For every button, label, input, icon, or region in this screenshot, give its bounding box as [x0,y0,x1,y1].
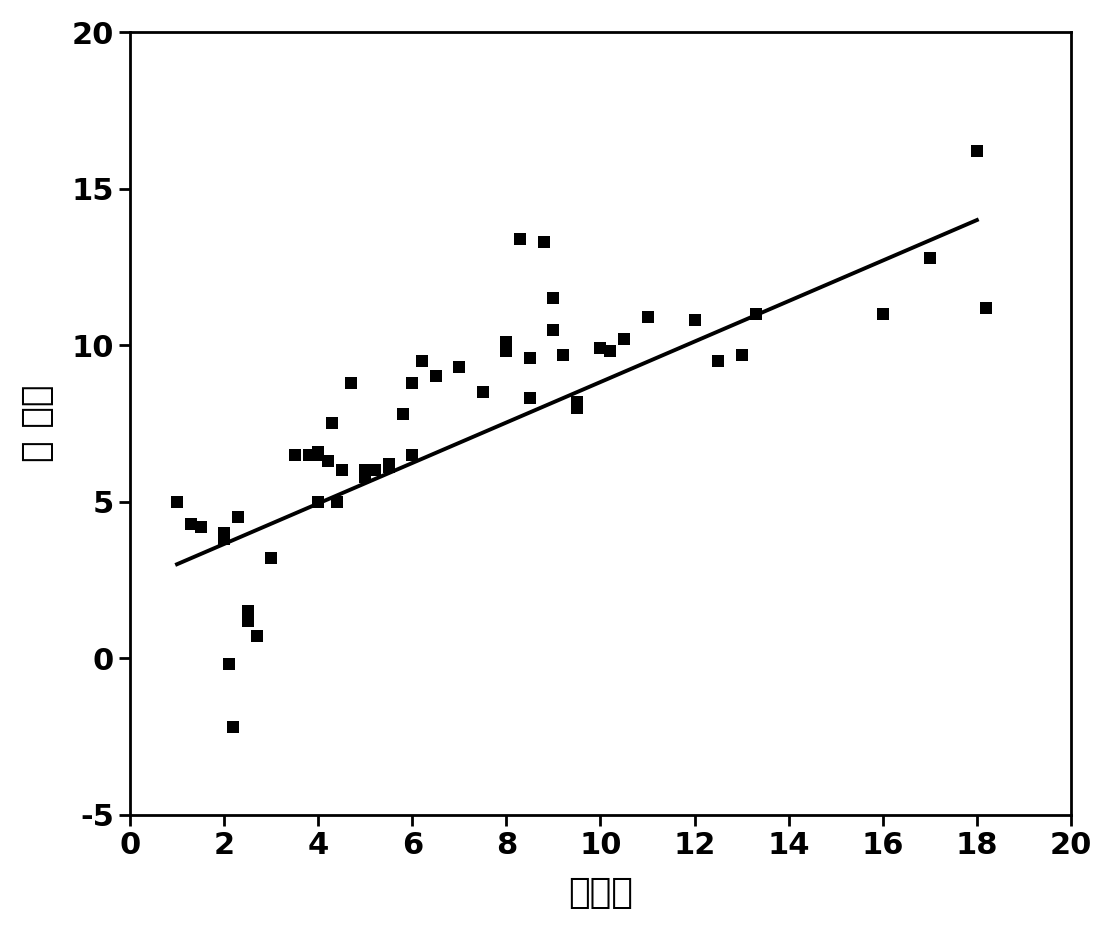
Point [554,347,572,362]
Point [333,463,351,478]
Point [544,322,562,337]
Point [512,232,530,247]
Point [318,453,336,468]
Point [977,300,995,315]
Point [709,354,727,369]
Point [601,344,619,359]
Point [215,525,233,540]
Point [686,313,703,328]
Point [968,143,986,158]
Point [380,460,397,475]
X-axis label: 实测値: 实测値 [568,876,633,911]
Point [451,359,469,374]
Point [356,469,374,484]
Point [427,369,445,384]
Point [535,235,553,250]
Point [366,463,384,478]
Point [324,416,342,431]
Point [356,463,374,478]
Point [183,516,200,531]
Point [592,341,610,356]
Point [342,375,359,390]
Point [615,331,633,346]
Point [309,444,327,459]
Point [413,354,431,369]
Point [263,550,280,565]
Point [238,603,256,618]
Point [403,375,421,390]
Point [521,350,539,365]
Point [498,344,515,359]
Point [380,457,397,472]
Point [732,347,750,362]
Point [220,657,238,672]
Point [248,628,266,643]
Point [498,334,515,349]
Point [403,447,421,462]
Point [521,391,539,406]
Point [309,447,327,462]
Point [568,400,585,415]
Point [544,290,562,305]
Point [394,407,412,422]
Point [920,250,938,265]
Point [328,494,346,509]
Y-axis label: 预 测値: 预 测値 [21,385,55,462]
Point [168,494,186,509]
Point [229,510,247,525]
Point [874,306,892,321]
Point [474,385,492,399]
Point [498,338,515,353]
Point [238,614,256,628]
Point [747,306,765,321]
Point [225,720,243,735]
Point [299,447,317,462]
Point [568,394,585,409]
Point [215,532,233,546]
Point [191,519,209,534]
Point [333,463,351,478]
Point [309,494,327,509]
Point [639,310,657,325]
Point [286,447,304,462]
